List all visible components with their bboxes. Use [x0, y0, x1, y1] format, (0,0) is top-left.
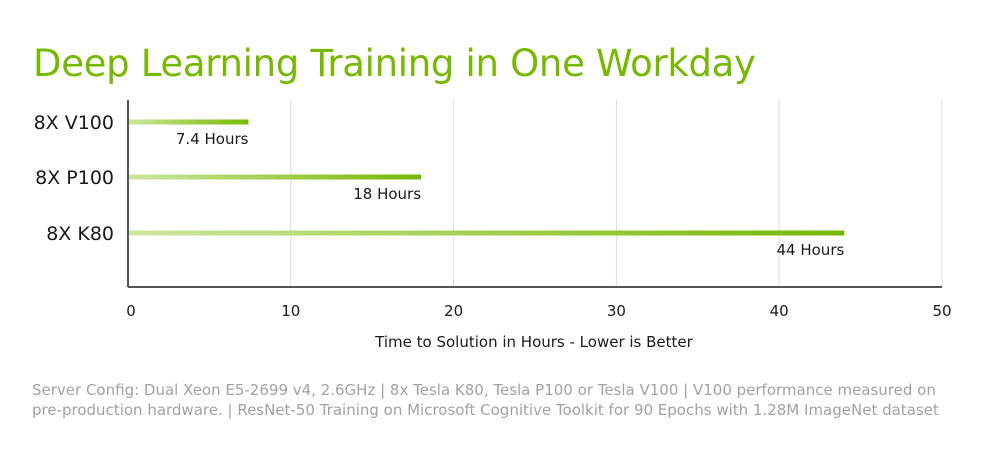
- x-tick-label: 20: [444, 302, 463, 320]
- category-label: 8X V100: [34, 112, 114, 134]
- data-label: 7.4 Hours: [176, 130, 249, 148]
- labels: 0 10 20 30 40 50 8X V100 7.4 Hours 8X P100 18 Hou…: [34, 112, 952, 351]
- x-tick-label: 10: [281, 302, 300, 320]
- axes: [127, 100, 942, 288]
- data-label: 44 Hours: [777, 241, 845, 259]
- chart-title: Deep Learning Training in One Workday: [33, 42, 756, 85]
- bar-chart: 0 10 20 30 40 50 8X V100 7.4 Hours 8X P100 18 Hou…: [34, 100, 952, 351]
- gridlines: [290, 100, 943, 287]
- x-tick-label: 0: [126, 302, 136, 320]
- x-tick-label: 40: [770, 302, 789, 320]
- bar: [128, 230, 845, 236]
- x-tick-label: 50: [932, 302, 951, 320]
- category-label: 8X K80: [46, 223, 114, 245]
- bars: [128, 119, 845, 236]
- x-tick-label: 30: [607, 302, 626, 320]
- data-label: 18 Hours: [353, 185, 421, 203]
- footnote: Server Config: Dual Xeon E5-2699 v4, 2.6…: [32, 381, 939, 419]
- bar: [128, 174, 422, 180]
- category-label: 8X P100: [35, 167, 114, 189]
- bar: [128, 119, 249, 125]
- x-axis-label: Time to Solution in Hours - Lower is Bet…: [374, 333, 693, 351]
